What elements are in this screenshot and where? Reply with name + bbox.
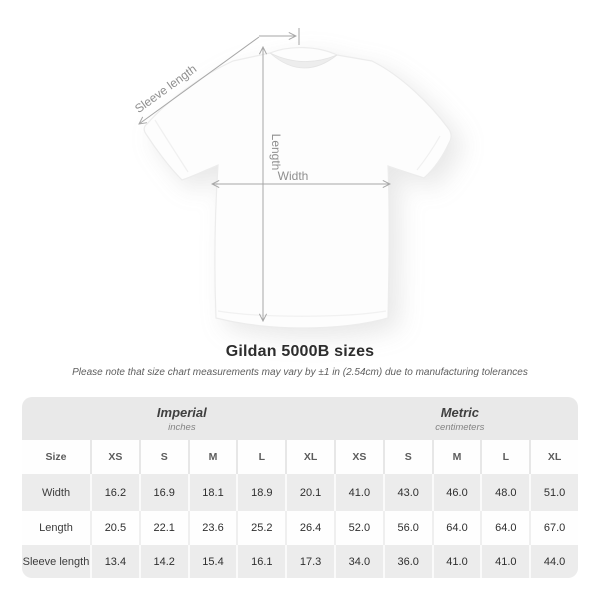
size-header-metric-s: S — [382, 440, 432, 474]
size-header-metric-m: M — [431, 440, 481, 474]
value-cell: 16.1 — [236, 545, 285, 578]
row-label-sleeve-length: Sleeve length — [22, 555, 90, 568]
value-cell: 16.9 — [138, 474, 188, 511]
value-cell: 46.0 — [431, 474, 481, 511]
value-cell: 26.4 — [285, 511, 334, 545]
unit-group-imperial: Imperial inches — [22, 397, 342, 440]
sleeve-length-arrow — [139, 36, 260, 124]
table-row-sleeve-length: Sleeve length 13.4 14.2 15.4 16.1 17.3 3… — [22, 545, 578, 578]
tshirt-measurement-diagram: Sleeve length Length Width — [132, 28, 452, 329]
row-label-length: Length — [39, 522, 73, 534]
value-cell: 18.9 — [236, 474, 285, 511]
size-header-imperial-xs: XS — [90, 440, 139, 474]
value-cell: 17.3 — [285, 545, 334, 578]
value-cell: 43.0 — [382, 474, 432, 511]
size-chart-table: Imperial inches Metric centimeters Size … — [22, 397, 578, 578]
size-column-header: Size — [45, 451, 67, 463]
imperial-sublabel: inches — [168, 421, 196, 433]
table-row-width: Width 16.2 16.9 18.1 18.9 20.1 41.0 43.0… — [22, 474, 578, 511]
unit-group-metric: Metric centimeters — [342, 397, 578, 440]
value-cell: 41.0 — [480, 545, 529, 578]
size-header-metric-xl: XL — [529, 440, 578, 474]
tolerance-note: Please note that size chart measurements… — [72, 367, 528, 378]
value-cell: 52.0 — [333, 511, 383, 545]
value-cell: 48.0 — [480, 474, 529, 511]
value-cell: 25.2 — [236, 511, 285, 545]
size-header-imperial-s: S — [138, 440, 188, 474]
size-header-imperial-m: M — [187, 440, 237, 474]
value-cell: 64.0 — [431, 511, 481, 545]
value-cell: 20.5 — [90, 511, 139, 545]
value-cell: 13.4 — [90, 545, 139, 578]
value-cell: 14.2 — [138, 545, 188, 578]
collar — [269, 52, 338, 69]
value-cell: 23.6 — [187, 511, 237, 545]
value-cell: 44.0 — [529, 545, 578, 578]
value-cell: 51.0 — [529, 474, 578, 511]
table-row-length: Length 20.5 22.1 23.6 25.2 26.4 52.0 56.… — [22, 511, 578, 545]
size-header-metric-l: L — [480, 440, 529, 474]
value-cell: 64.0 — [480, 511, 529, 545]
value-cell: 36.0 — [382, 545, 432, 578]
value-cell: 20.1 — [285, 474, 334, 511]
value-cell: 22.1 — [138, 511, 188, 545]
size-header-imperial-l: L — [236, 440, 285, 474]
tshirt-diagram-svg: Sleeve length Length Width — [132, 28, 452, 329]
value-cell: 41.0 — [431, 545, 481, 578]
value-cell: 56.0 — [382, 511, 432, 545]
value-cell: 15.4 — [187, 545, 237, 578]
size-header-imperial-xl: XL — [285, 440, 334, 474]
value-cell: 16.2 — [90, 474, 139, 511]
unit-group-header-row: Imperial inches Metric centimeters — [22, 397, 578, 440]
width-label: Width — [278, 169, 309, 183]
size-header-row: Size XS S M L XL XS S M L XL — [22, 440, 578, 474]
metric-label: Metric — [440, 404, 479, 420]
value-cell: 41.0 — [333, 474, 383, 511]
size-header-metric-xs: XS — [333, 440, 383, 474]
page-title: Gildan 5000B sizes — [225, 343, 375, 360]
tshirt-image — [143, 46, 452, 329]
row-label-width: Width — [41, 486, 71, 499]
value-cell: 67.0 — [529, 511, 578, 545]
value-cell: 34.0 — [333, 545, 383, 578]
value-cell: 18.1 — [187, 474, 237, 511]
imperial-label: Imperial — [156, 404, 207, 420]
metric-sublabel: centimeters — [435, 421, 485, 433]
length-label: Length — [269, 134, 283, 171]
